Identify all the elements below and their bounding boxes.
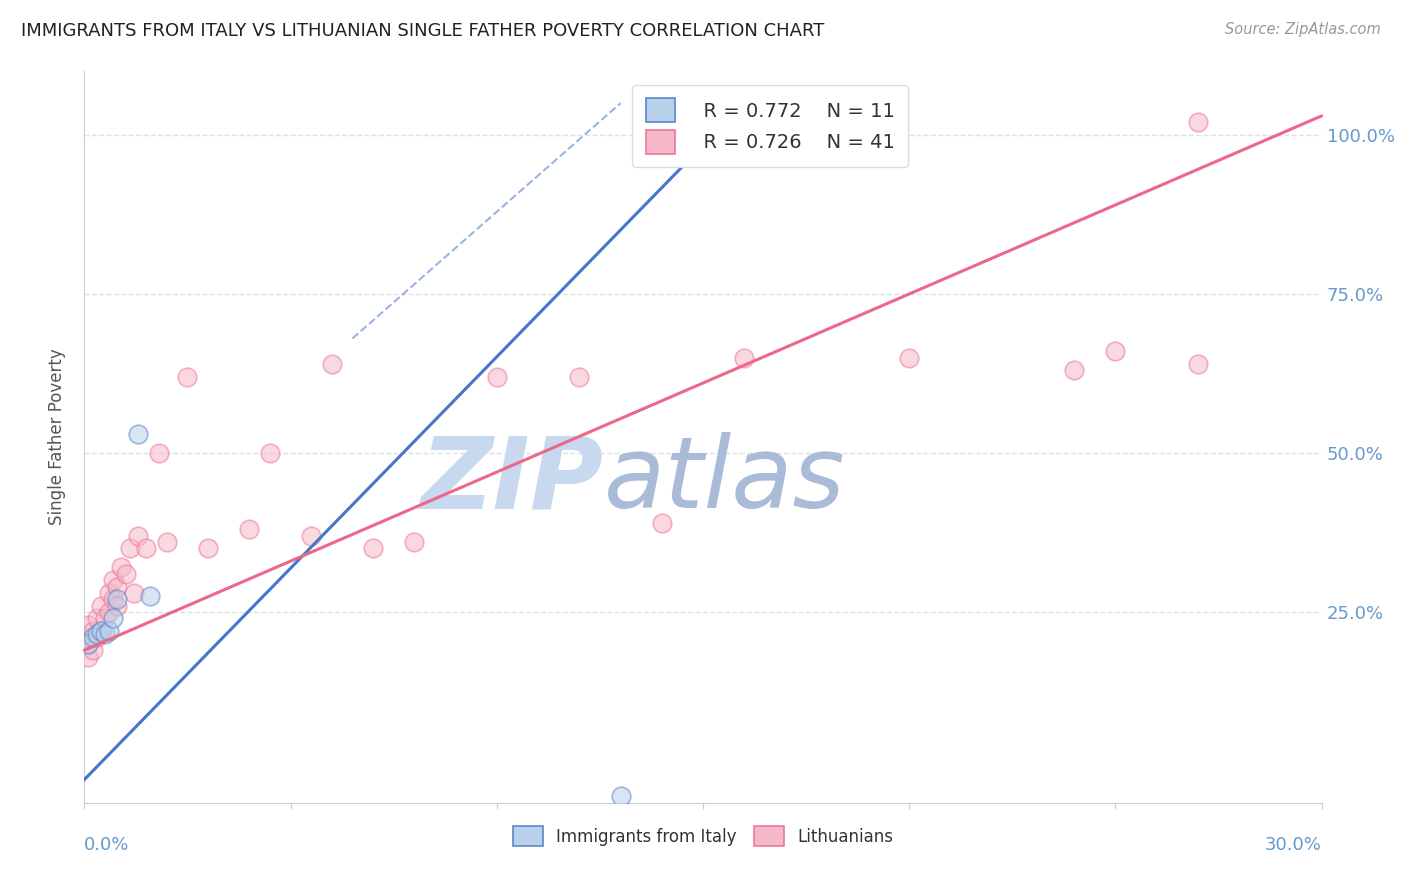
Point — [98, 605, 121, 619]
Point — [238, 522, 260, 536]
Text: ZIP: ZIP — [420, 433, 605, 530]
Point — [94, 611, 117, 625]
Point — [82, 643, 104, 657]
Point — [139, 589, 162, 603]
Point — [105, 592, 128, 607]
Point — [299, 529, 322, 543]
Point — [1063, 363, 1085, 377]
Text: IMMIGRANTS FROM ITALY VS LITHUANIAN SINGLE FATHER POVERTY CORRELATION CHART: IMMIGRANTS FROM ITALY VS LITHUANIAN SING… — [21, 22, 824, 40]
Point — [77, 637, 100, 651]
Legend: Immigrants from Italy, Lithuanians: Immigrants from Italy, Lithuanians — [506, 820, 900, 853]
Point — [105, 580, 128, 594]
Point — [1187, 115, 1209, 129]
Point — [86, 611, 108, 625]
Point — [103, 573, 125, 587]
Text: 30.0%: 30.0% — [1265, 837, 1322, 855]
Point — [176, 369, 198, 384]
Point — [77, 649, 100, 664]
Point — [485, 369, 508, 384]
Point — [82, 631, 104, 645]
Point — [609, 789, 631, 804]
Point — [321, 357, 343, 371]
Text: 0.0%: 0.0% — [84, 837, 129, 855]
Point — [110, 560, 132, 574]
Point — [733, 351, 755, 365]
Point — [77, 617, 100, 632]
Point — [1104, 344, 1126, 359]
Point — [90, 599, 112, 613]
Point — [90, 624, 112, 638]
Point — [197, 541, 219, 556]
Point — [90, 624, 112, 638]
Point — [122, 586, 145, 600]
Point — [898, 351, 921, 365]
Point — [1187, 357, 1209, 371]
Point — [98, 586, 121, 600]
Point — [103, 592, 125, 607]
Text: Source: ZipAtlas.com: Source: ZipAtlas.com — [1225, 22, 1381, 37]
Point — [361, 541, 384, 556]
Point — [156, 535, 179, 549]
Point — [148, 446, 170, 460]
Point — [98, 624, 121, 638]
Point — [86, 631, 108, 645]
Point — [114, 566, 136, 581]
Point — [259, 446, 281, 460]
Point — [651, 516, 673, 530]
Point — [404, 535, 426, 549]
Point — [127, 426, 149, 441]
Point — [127, 529, 149, 543]
Point — [568, 369, 591, 384]
Point — [103, 611, 125, 625]
Point — [118, 541, 141, 556]
Point — [77, 637, 100, 651]
Text: atlas: atlas — [605, 433, 845, 530]
Point — [94, 627, 117, 641]
Point — [82, 624, 104, 638]
Y-axis label: Single Father Poverty: Single Father Poverty — [48, 349, 66, 525]
Point — [105, 599, 128, 613]
Point — [86, 627, 108, 641]
Point — [135, 541, 157, 556]
